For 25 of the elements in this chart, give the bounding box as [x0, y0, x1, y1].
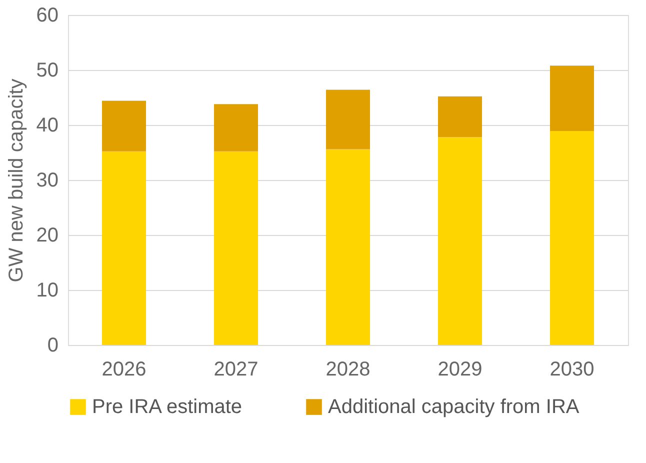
bar: [550, 66, 594, 132]
legend-label: Additional capacity from IRA: [328, 396, 580, 418]
bar: [214, 151, 258, 345]
x-tick-label: 2026: [102, 358, 146, 380]
bar: [438, 137, 482, 345]
x-tick-label: 2027: [214, 358, 258, 380]
y-tick-label: 10: [36, 280, 58, 302]
y-tick-label: 20: [36, 224, 58, 246]
y-tick-label: 40: [36, 114, 58, 136]
y-tick-label: 50: [36, 60, 58, 82]
bar: [214, 104, 258, 152]
bar: [102, 151, 146, 345]
x-tick-label: 2030: [550, 358, 594, 380]
bar: [550, 131, 594, 345]
x-tick-label: 2029: [438, 358, 482, 380]
y-tick-label: 60: [36, 4, 58, 26]
bar: [326, 90, 370, 150]
y-tick-label: 30: [36, 170, 58, 192]
y-tick-label: 0: [47, 334, 58, 356]
bar: [326, 149, 370, 345]
bar: [438, 96, 482, 138]
y-axis-title: GW new build capacity: [5, 78, 28, 282]
bar: [102, 100, 146, 152]
legend-label: Pre IRA estimate: [92, 396, 242, 418]
x-tick-label: 2028: [326, 358, 370, 380]
